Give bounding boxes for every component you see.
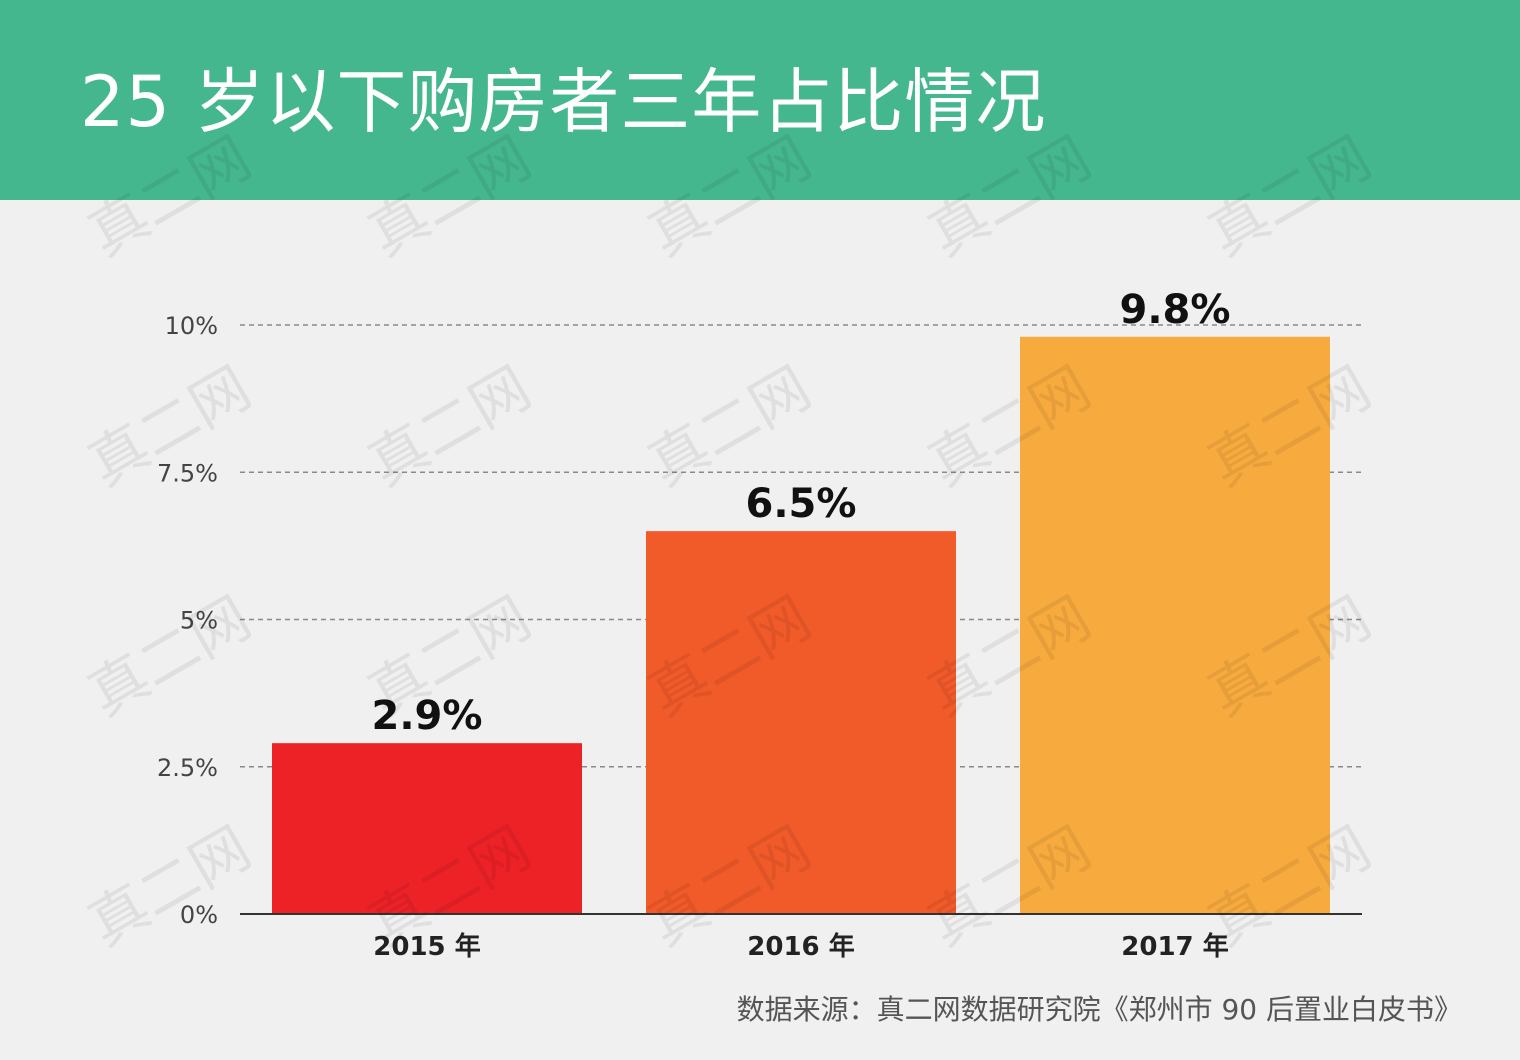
data-source-note: 数据来源：真二网数据研究院《郑州市 90 后置业白皮书》	[736, 993, 1462, 1026]
bar	[1020, 336, 1330, 914]
data-label: 2.9%	[372, 693, 483, 739]
data-label: 9.8%	[1120, 287, 1231, 333]
x-tick-label: 2017 年	[1121, 931, 1228, 962]
y-tick-label: 0%	[180, 901, 218, 929]
y-tick-label: 2.5%	[157, 754, 218, 782]
y-tick-label: 7.5%	[157, 459, 218, 487]
x-tick-label: 2015 年	[373, 931, 480, 962]
header-banner	[0, 0, 1520, 200]
data-label: 6.5%	[746, 481, 857, 527]
x-tick-label: 2016 年	[747, 931, 854, 962]
y-tick-label: 10%	[165, 312, 218, 340]
bar	[646, 531, 956, 914]
bar	[272, 743, 582, 914]
y-tick-label: 5%	[180, 607, 218, 635]
chart-title: 25 岁以下购房者三年占比情况	[80, 61, 1047, 143]
